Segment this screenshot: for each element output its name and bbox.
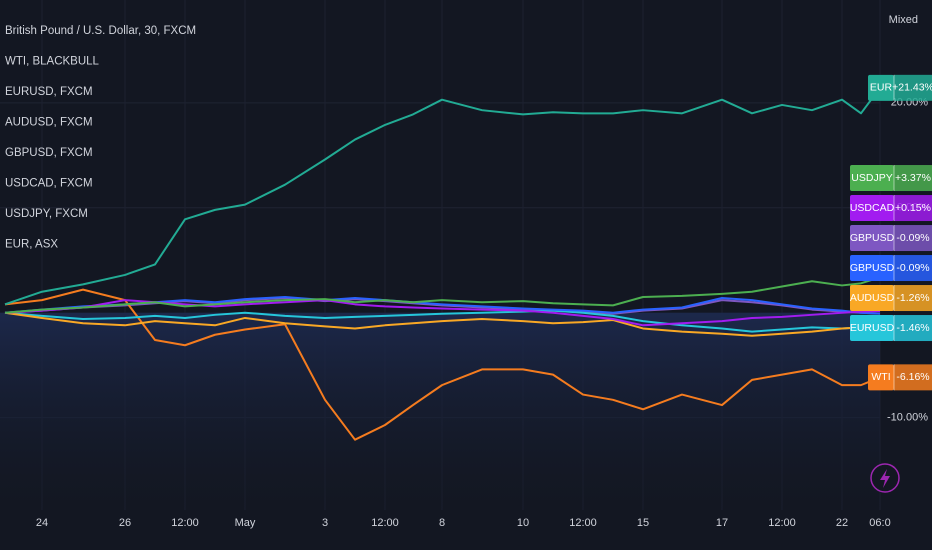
tag-name-box [850, 195, 894, 222]
series-line [4, 309, 880, 333]
tag-name: EURUSD [850, 322, 895, 334]
series-line [4, 288, 880, 441]
price-tag: USDCAD +0.15% [850, 195, 932, 222]
series-line [4, 297, 880, 315]
series-line [4, 276, 880, 314]
x-tick-label: 15 [637, 517, 649, 529]
price-tag: AUDUSD -1.26% [850, 285, 932, 312]
scale-mode[interactable]: Mixed [889, 14, 918, 26]
tag-name-box [868, 364, 894, 391]
tag-name-box [850, 255, 894, 282]
price-tag: EURUSD -1.46% [850, 315, 932, 342]
tag-value-box [894, 195, 932, 222]
tag-name: AUDUSD [850, 292, 895, 304]
tag-name: GBPUSD [850, 262, 895, 274]
legend-entry: GBPUSD, FXCM [5, 147, 93, 159]
price-tag: USDJPY +3.37% [850, 165, 932, 192]
tag-value: +0.15% [895, 202, 931, 214]
tag-name-box [850, 165, 894, 192]
price-tag: GBPUSD -0.09% [850, 255, 932, 282]
series-line [4, 311, 880, 337]
tag-value: -0.09% [896, 232, 929, 244]
x-tick-label: 12:00 [569, 517, 597, 529]
series-line [4, 87, 880, 306]
tag-value-box [894, 225, 932, 252]
x-tick-label: 12:00 [768, 517, 796, 529]
tag-value-box [894, 255, 932, 282]
tag-name: GBPUSD [850, 232, 895, 244]
plot [4, 87, 880, 441]
tag-value-box [894, 285, 932, 312]
tag-name: USDCAD [850, 202, 895, 214]
x-tick-label: 12:00 [171, 517, 199, 529]
tag-value-box [894, 315, 932, 342]
tag-value: -1.46% [896, 322, 929, 334]
x-tick-label: 26 [119, 517, 131, 529]
tag-name-box [868, 74, 894, 101]
x-tick-label: 17 [716, 517, 728, 529]
tag-name-box [850, 285, 894, 312]
lightning-button[interactable] [870, 463, 900, 493]
tag-name: WTI [871, 371, 890, 383]
legend-entry: EURUSD, FXCM [5, 86, 93, 98]
tag-value: -1.26% [896, 292, 929, 304]
price-tag: GBPUSD -0.09% [850, 225, 932, 252]
legend-entry: USDJPY, FXCM [5, 208, 88, 220]
price-tags: EUR +21.43% USDJPY +3.37% USDCAD +0.15% GBPUSD… [850, 74, 932, 391]
tag-name: EUR [870, 82, 893, 94]
tag-name-box [850, 225, 894, 252]
price-tag: WTI -6.16% [868, 364, 932, 391]
legend-entry: AUDUSD, FXCM [5, 117, 93, 129]
legend-entry: EUR, ASX [5, 239, 58, 251]
y-tick-label: -10.00% [887, 412, 928, 424]
x-tick-label: 8 [439, 517, 445, 529]
x-tick-label: 10 [517, 517, 529, 529]
tag-name-box [850, 315, 894, 342]
x-tick-label: 3 [322, 517, 328, 529]
legend: British Pound / U.S. Dollar, 30, FXCM WTI… [5, 25, 196, 251]
tag-value-box [894, 165, 932, 192]
tag-value: -6.16% [896, 371, 929, 383]
x-tick-label: 22 [836, 517, 848, 529]
tag-value: -0.09% [896, 262, 929, 274]
tag-name: USDJPY [851, 172, 892, 184]
x-tick-label: 12:00 [371, 517, 399, 529]
x-tick-label: 24 [36, 517, 48, 529]
tag-value-box [894, 74, 932, 101]
area-fill [0, 312, 880, 510]
series-line [4, 295, 880, 315]
tag-value-box [894, 364, 932, 391]
price-tag: EUR +21.43% [868, 74, 932, 101]
series-line [4, 299, 880, 327]
legend-entry: British Pound / U.S. Dollar, 30, FXCM [5, 25, 196, 37]
legend-entry: WTI, BLACKBULL [5, 56, 100, 68]
x-tick-label: May [235, 517, 256, 529]
tag-value: +21.43% [892, 82, 932, 94]
x-tick-label: 06:0 [869, 517, 890, 529]
tag-value: +3.37% [895, 172, 931, 184]
legend-entry: USDCAD, FXCM [5, 178, 93, 190]
